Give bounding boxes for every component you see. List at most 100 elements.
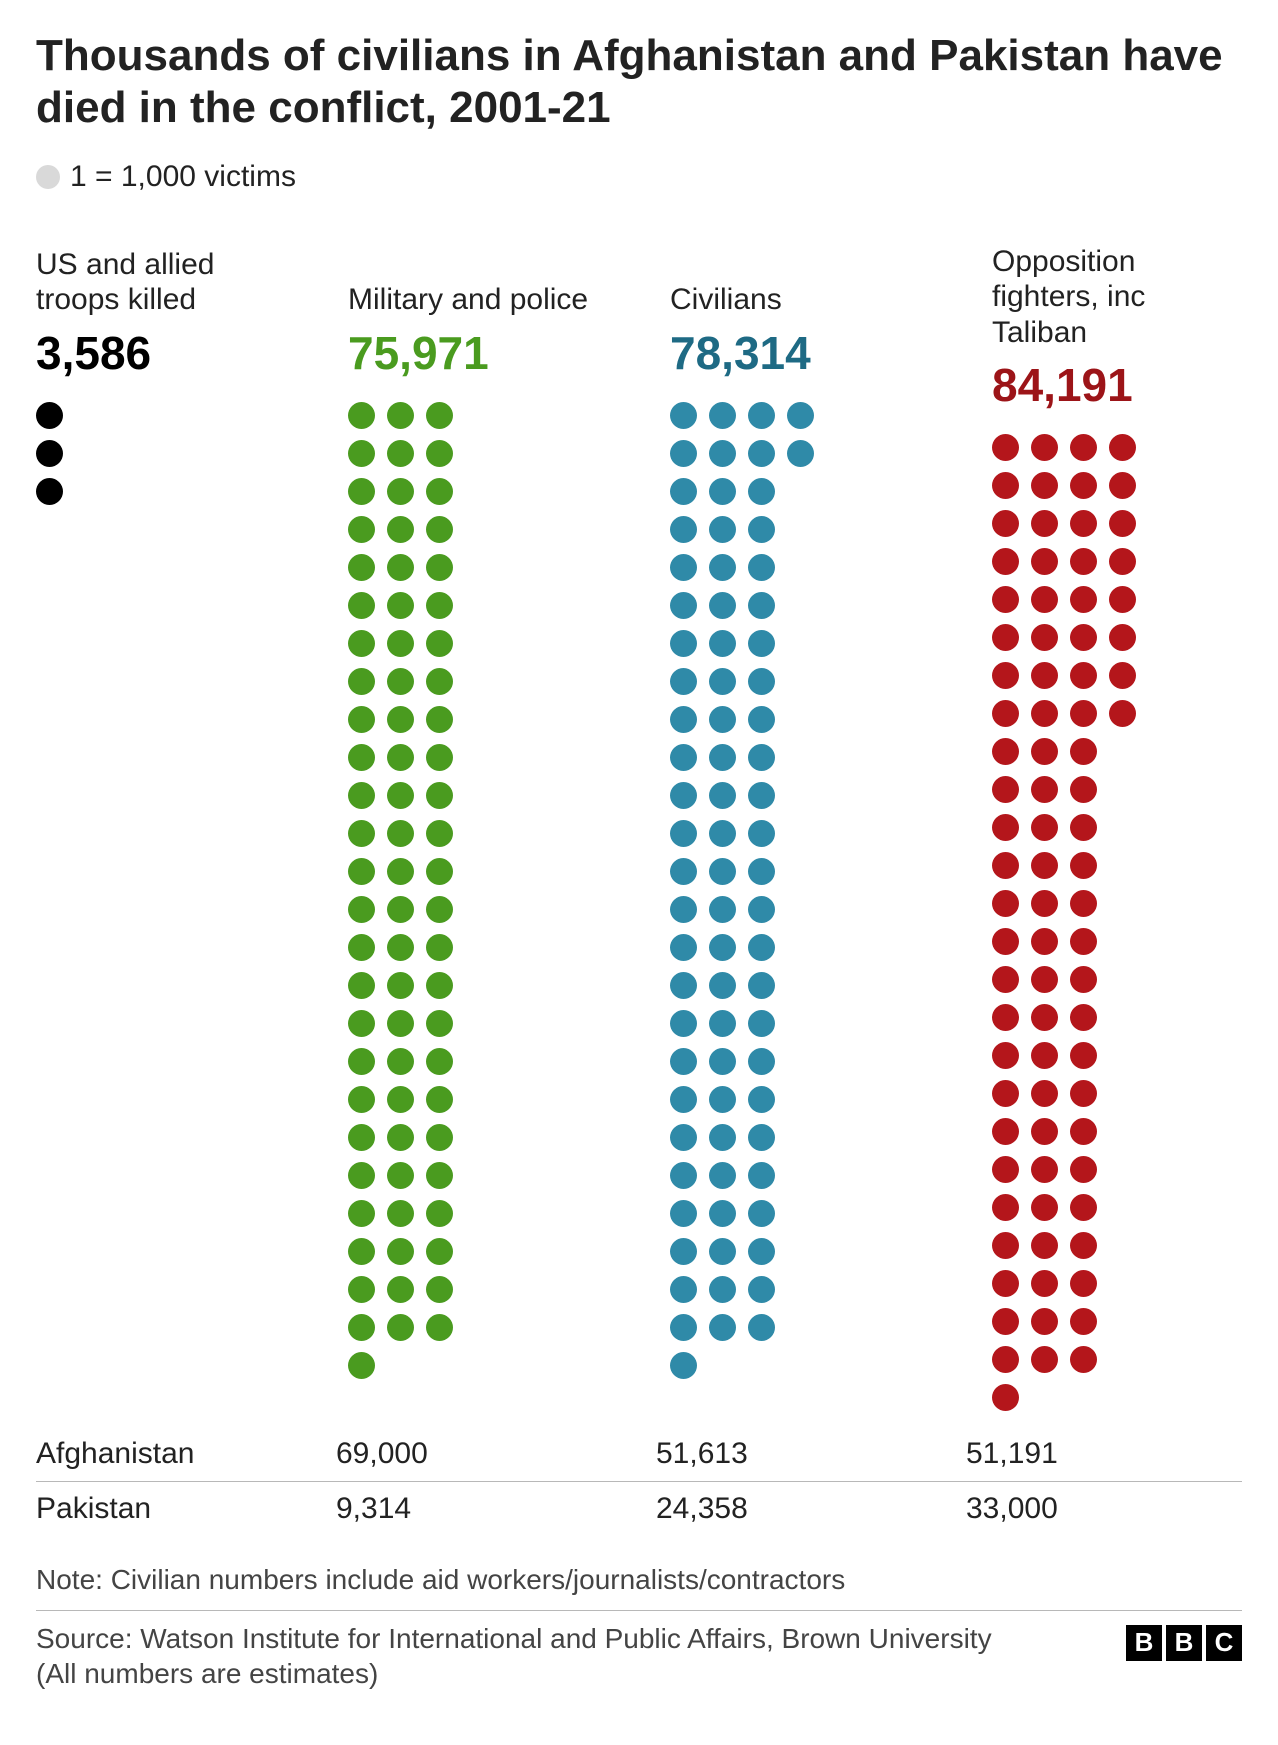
dot-icon [387, 934, 414, 961]
dot-icon [426, 592, 453, 619]
dot-icon [709, 440, 736, 467]
dot-icon [992, 662, 1019, 689]
dot-icon [1031, 624, 1058, 651]
dot-icon [348, 1314, 375, 1341]
dot-icon [348, 1086, 375, 1113]
row-value: 51,613 [656, 1437, 966, 1471]
dot-icon [348, 706, 375, 733]
dot-icon [1070, 1346, 1097, 1373]
dot-icon [387, 554, 414, 581]
bbc-logo: BBC [1126, 1625, 1242, 1661]
dot-icon [709, 1314, 736, 1341]
dot-icon [992, 472, 1019, 499]
dot-icon [992, 624, 1019, 651]
bbc-logo-box: B [1166, 1625, 1202, 1661]
dot-icon [709, 1010, 736, 1037]
dot-icon [1070, 1118, 1097, 1145]
dot-icon [1070, 738, 1097, 765]
dot-icon [670, 1238, 697, 1265]
dot-icon [709, 668, 736, 695]
dot-icon [748, 478, 775, 505]
dot-icon [992, 1346, 1019, 1373]
dot-icon [36, 402, 63, 429]
dot-icon [709, 744, 736, 771]
dot-icon [426, 934, 453, 961]
dot-icon [1031, 662, 1058, 689]
dot-icon [1070, 624, 1097, 651]
dot-icon [1109, 510, 1136, 537]
dot-icon [1031, 586, 1058, 613]
dot-icon [426, 858, 453, 885]
dot-icon [748, 1124, 775, 1151]
dot-icon [748, 1162, 775, 1189]
dot-icon [426, 744, 453, 771]
dot-icon [1031, 1156, 1058, 1183]
dot-icon [387, 744, 414, 771]
dot-icon [709, 820, 736, 847]
dots-grid [36, 402, 306, 505]
dot-icon [748, 744, 775, 771]
dot-icon [1031, 1232, 1058, 1259]
dot-icon [748, 820, 775, 847]
dot-icon [748, 402, 775, 429]
dot-icon [1031, 1118, 1058, 1145]
dot-icon [1031, 1042, 1058, 1069]
dot-icon [992, 510, 1019, 537]
column-label: Civilians [670, 244, 950, 318]
footnote: Note: Civilian numbers include aid worke… [36, 1564, 1242, 1611]
dot-icon [426, 554, 453, 581]
dot-icon [1109, 434, 1136, 461]
dot-icon [992, 1118, 1019, 1145]
dot-icon [348, 1200, 375, 1227]
dot-icon [426, 1238, 453, 1265]
dot-icon [348, 440, 375, 467]
dot-icon [709, 934, 736, 961]
dot-icon [1070, 510, 1097, 537]
dot-icon [1031, 814, 1058, 841]
dot-icon [1109, 472, 1136, 499]
dot-icon [670, 782, 697, 809]
row-value: 51,191 [966, 1437, 1226, 1471]
dot-icon [348, 782, 375, 809]
dot-icon [670, 1314, 697, 1341]
legend-text: 1 = 1,000 victims [70, 160, 296, 194]
dot-icon [709, 478, 736, 505]
dot-icon [387, 592, 414, 619]
dot-icon [709, 592, 736, 619]
dot-icon [709, 1048, 736, 1075]
dot-icon [1031, 510, 1058, 537]
dot-icon [426, 782, 453, 809]
column-value: 84,191 [992, 358, 1242, 412]
dot-icon [670, 706, 697, 733]
dots-grid [670, 402, 950, 1379]
column-value: 75,971 [348, 326, 628, 380]
dot-icon [1070, 434, 1097, 461]
dot-icon [670, 478, 697, 505]
dot-icon [1070, 1004, 1097, 1031]
dot-icon [1070, 966, 1097, 993]
row-value: 33,000 [966, 1492, 1226, 1526]
dot-icon [387, 1314, 414, 1341]
dot-icon [992, 966, 1019, 993]
dot-icon [748, 858, 775, 885]
dot-icon [992, 1004, 1019, 1031]
dot-icon [426, 402, 453, 429]
dot-icon [992, 1232, 1019, 1259]
dot-icon [748, 782, 775, 809]
legend-dot-icon [36, 165, 60, 189]
dot-icon [748, 1048, 775, 1075]
dot-icon [748, 896, 775, 923]
dot-icon [426, 1086, 453, 1113]
dot-icon [1070, 662, 1097, 689]
dot-icon [992, 586, 1019, 613]
dot-icon [1070, 1270, 1097, 1297]
dot-icon [1109, 548, 1136, 575]
dot-icon [387, 668, 414, 695]
dot-icon [1070, 852, 1097, 879]
dot-icon [709, 972, 736, 999]
dot-icon [992, 548, 1019, 575]
dot-icon [748, 630, 775, 657]
dot-icon [992, 1156, 1019, 1183]
dot-icon [748, 706, 775, 733]
dot-icon [709, 516, 736, 543]
